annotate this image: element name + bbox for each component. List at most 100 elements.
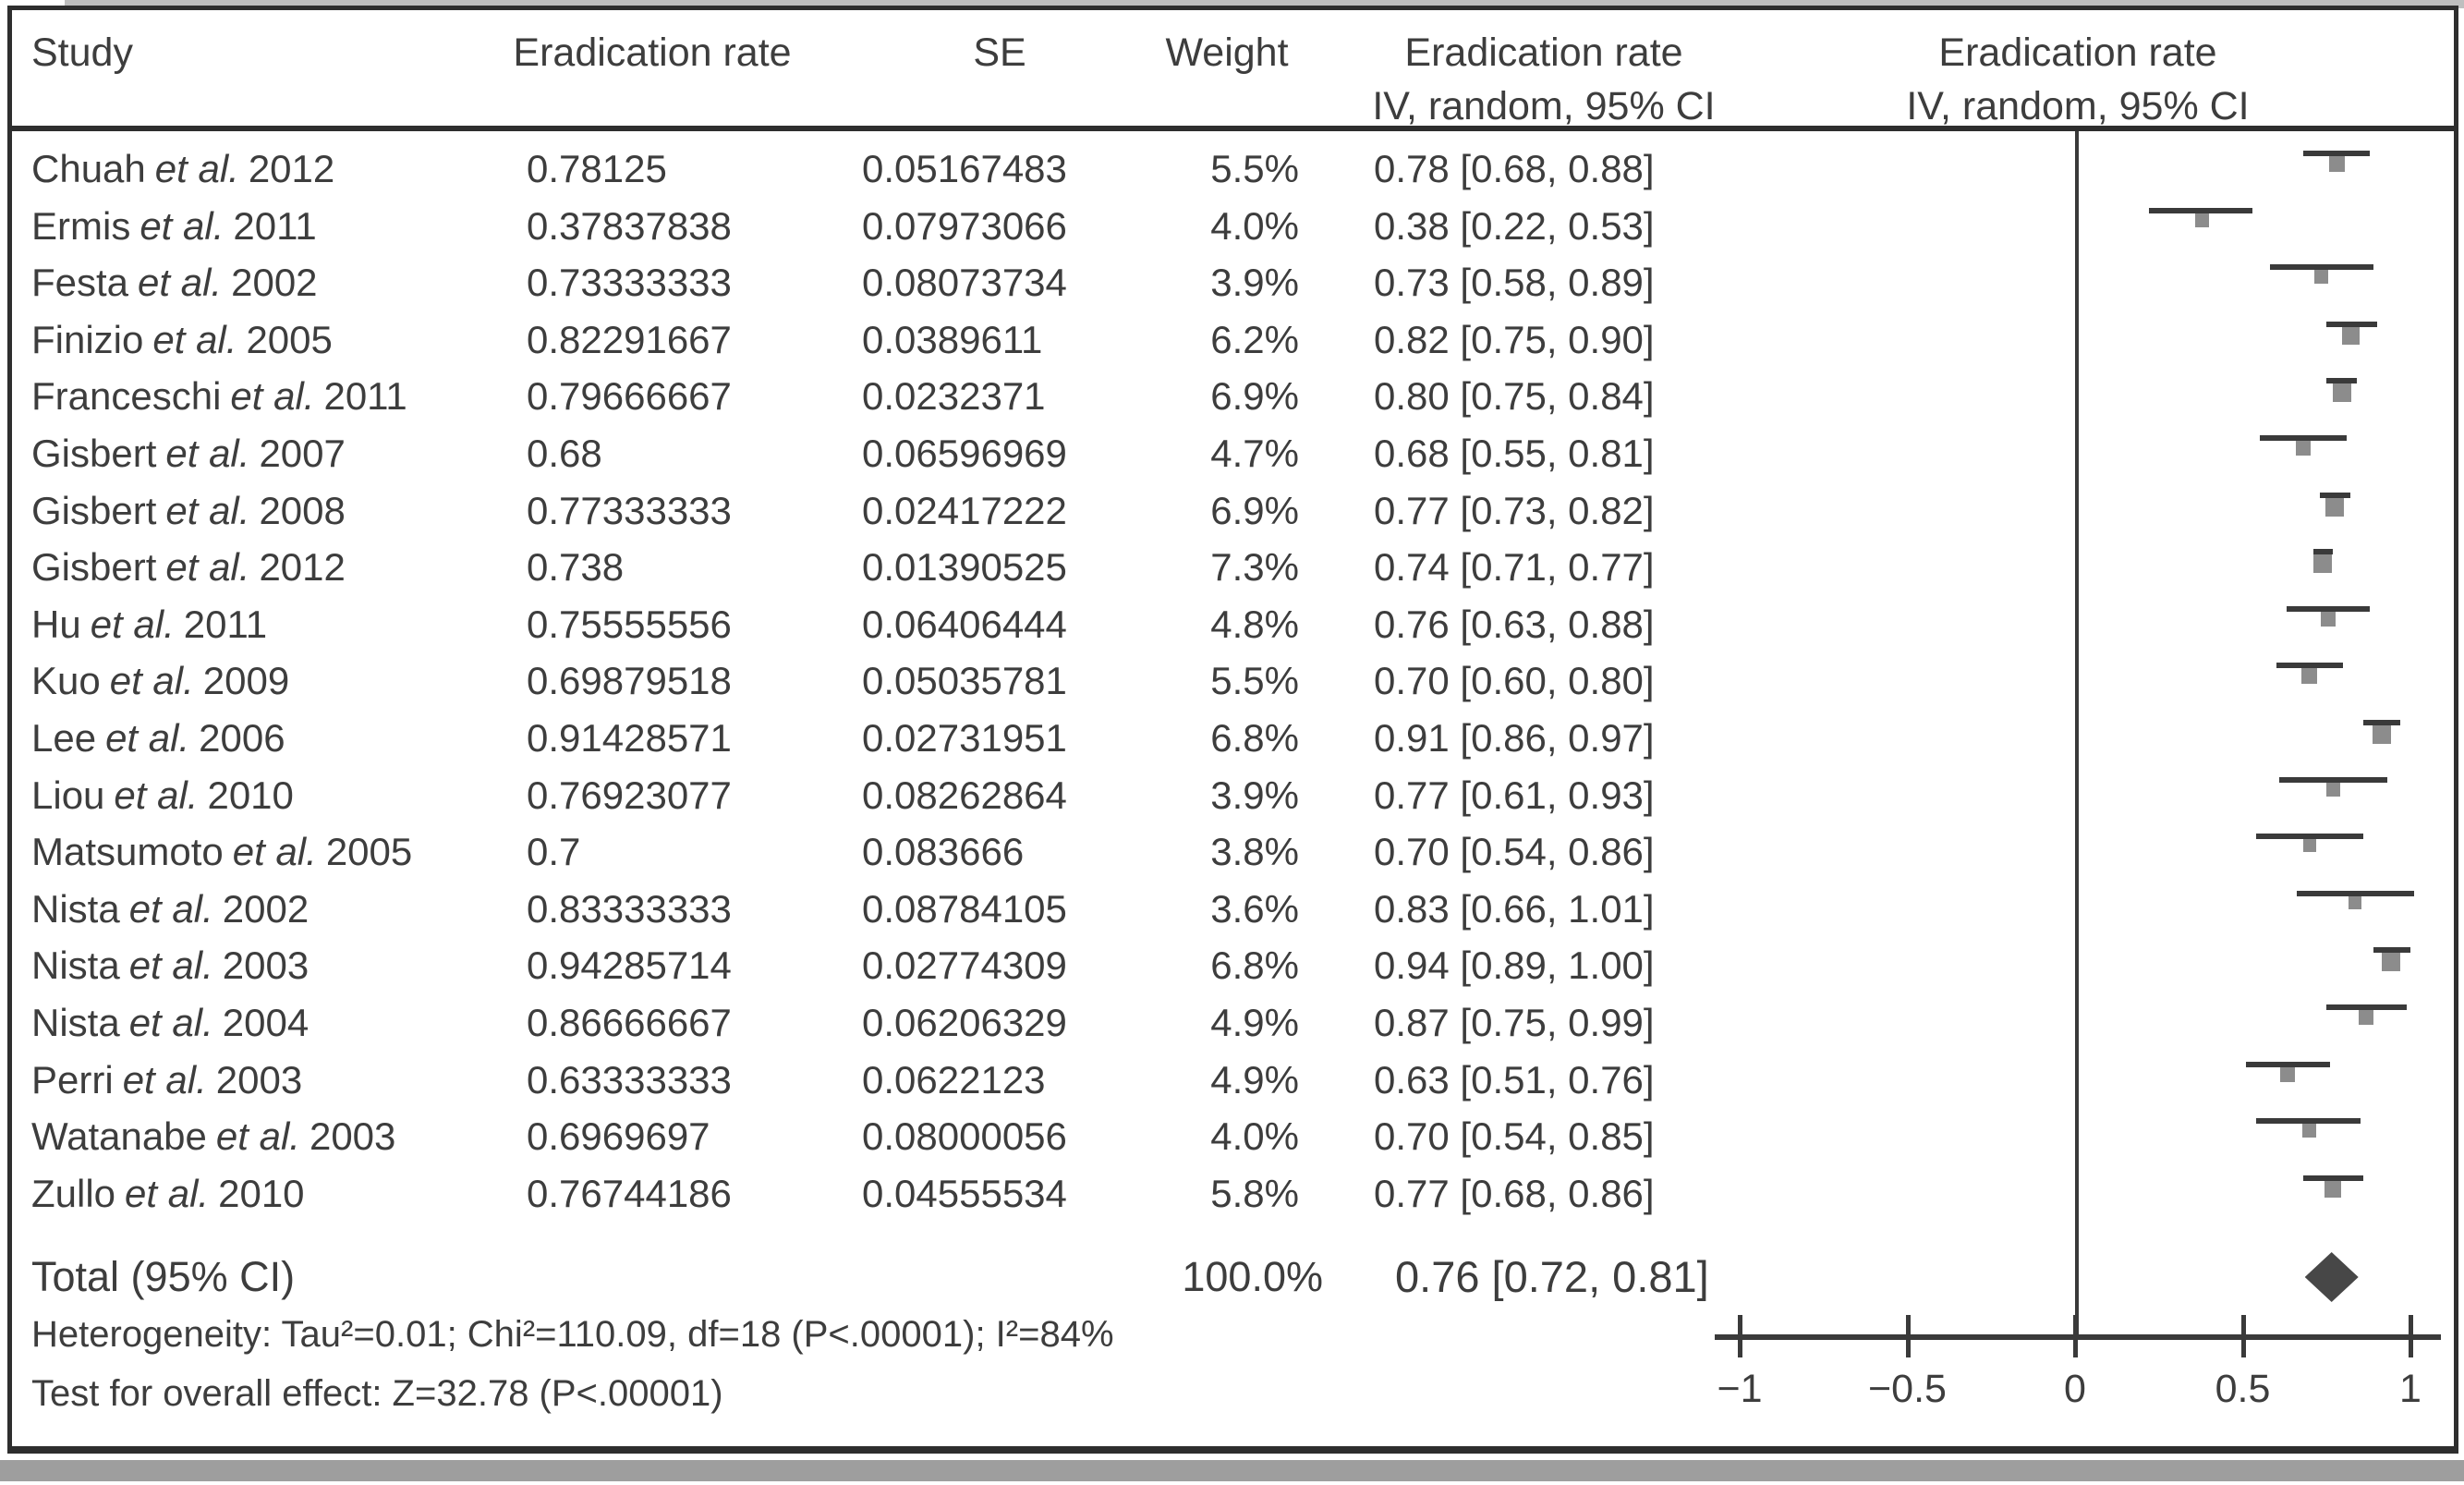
column-header-eradication-rate: Eradication rate	[513, 30, 792, 75]
study-label: Festa et al. 2002	[31, 254, 318, 311]
eradication-rate-value: 0.68	[527, 432, 602, 475]
study-year: 2002	[222, 886, 310, 931]
ci-line	[2269, 264, 2374, 271]
study-point-square	[2313, 270, 2328, 285]
table-row: Matsumoto et al. 2005 0.7 0.083666 3.8% 0.…	[0, 823, 2464, 881]
table-row: Hu et al. 2011 0.75555556 0.06406444 4.8% …	[0, 596, 2464, 653]
total-label: Total (95% CI)	[31, 1253, 296, 1300]
ci-line	[2279, 776, 2387, 783]
study-label: Watanabe et al. 2003	[31, 1108, 395, 1165]
se-value: 0.083666	[862, 830, 1025, 874]
study-et-al: et al.	[114, 773, 199, 817]
weight-value: 5.5%	[1210, 147, 1299, 190]
se-value: 0.08262864	[862, 773, 1067, 817]
eradication-rate-value: 0.91428571	[527, 716, 732, 760]
table-row: Perri et al. 2003 0.63333333 0.0622123 4.9…	[0, 1052, 2464, 1109]
se-value: 0.08073734	[862, 261, 1067, 305]
se-value: 0.01390525	[862, 545, 1067, 590]
plot-header-subtitle: IV, random, 95% CI	[1906, 84, 2250, 128]
study-et-al: et al.	[232, 830, 317, 874]
ci-line	[2256, 834, 2364, 840]
ci-line	[2276, 663, 2344, 669]
study-label: Gisbert et al. 2007	[31, 425, 346, 482]
study-et-al: et al.	[109, 659, 194, 703]
weight-value: 6.9%	[1210, 374, 1299, 419]
se-value: 0.02774309	[862, 943, 1067, 988]
weight-value: 3.9%	[1210, 261, 1299, 305]
x-axis-tick-label: −1	[1717, 1367, 1763, 1411]
total-ci: 0.76 [0.72, 0.81]	[1395, 1252, 1709, 1301]
table-row: Franceschi et al. 2011 0.79666667 0.023237…	[0, 368, 2464, 425]
weight-value: 3.9%	[1210, 773, 1299, 817]
study-et-al: et al.	[165, 545, 250, 590]
study-point-square	[2194, 213, 2209, 227]
eradication-rate-value: 0.82291667	[527, 317, 732, 361]
ci-value: 0.74 [0.71, 0.77]	[1374, 545, 1655, 590]
study-author: Nista	[31, 1001, 120, 1044]
study-point-square	[2333, 383, 2352, 403]
study-year: 2009	[202, 659, 290, 703]
study-et-al: et al.	[125, 1171, 210, 1215]
study-year: 2008	[259, 488, 346, 532]
figure-border	[7, 6, 2458, 1454]
eradication-rate-value: 0.7	[527, 830, 581, 874]
weight-value: 5.5%	[1210, 659, 1299, 703]
ci-value: 0.70 [0.60, 0.80]	[1374, 659, 1655, 703]
study-point-square	[2324, 497, 2344, 517]
weight-value: 4.9%	[1210, 1001, 1299, 1044]
study-et-al: et al.	[215, 1114, 300, 1159]
study-author: Liou	[31, 773, 105, 817]
total-weight: 100.0%	[1182, 1253, 1323, 1300]
weight-value: 7.3%	[1210, 545, 1299, 590]
ci-line	[2286, 605, 2371, 612]
table-row: Festa et al. 2002 0.73333333 0.08073734 3.…	[0, 254, 2464, 311]
study-label: Perri et al. 2003	[31, 1052, 302, 1109]
ci-line	[2326, 378, 2357, 384]
column-header-weight: Weight	[1165, 30, 1289, 75]
x-axis-tick	[1905, 1315, 1911, 1357]
study-author: Nista	[31, 886, 120, 931]
study-label: Finizio et al. 2005	[31, 311, 333, 369]
ci-value: 0.77 [0.73, 0.82]	[1374, 488, 1655, 532]
study-author: Festa	[31, 261, 129, 305]
study-et-al: et al.	[230, 374, 315, 419]
table-row: Nista et al. 2004 0.86666667 0.06206329 4.…	[0, 994, 2464, 1052]
study-et-al: et al.	[128, 886, 213, 931]
study-author: Ermis	[31, 203, 131, 248]
se-value: 0.08000056	[862, 1114, 1067, 1159]
x-axis-tick-label: 0.5	[2215, 1367, 2271, 1411]
study-author: Gisbert	[31, 488, 157, 532]
eradication-rate-value: 0.69879518	[527, 659, 732, 703]
table-row: Watanabe et al. 2003 0.6969697 0.08000056 …	[0, 1108, 2464, 1165]
study-point-square	[2358, 1010, 2373, 1025]
study-year: 2011	[323, 374, 407, 419]
x-axis-tick-label: 1	[2399, 1367, 2422, 1411]
ci-line	[2326, 1004, 2408, 1010]
study-point-square	[2372, 725, 2391, 744]
study-label: Nista et al. 2003	[31, 937, 309, 994]
study-year: 2011	[183, 602, 268, 646]
table-row: Ermis et al. 2011 0.37837838 0.07973066 4.…	[0, 198, 2464, 255]
weight-value: 4.7%	[1210, 432, 1299, 475]
se-value: 0.0622123	[862, 1057, 1046, 1102]
eradication-rate-value: 0.94285714	[527, 943, 732, 988]
study-point-square	[2329, 156, 2346, 172]
ci-line	[2326, 321, 2377, 327]
x-axis-tick	[1738, 1315, 1742, 1357]
study-point-square	[2325, 782, 2340, 797]
study-label: Nista et al. 2002	[31, 881, 309, 938]
x-axis-tick	[2240, 1315, 2246, 1357]
se-value: 0.02417222	[862, 488, 1067, 532]
se-value: 0.05035781	[862, 659, 1067, 703]
study-label: Matsumoto et al. 2005	[31, 823, 412, 881]
plot-header-title: Eradication rate	[1938, 30, 2217, 75]
study-author: Gisbert	[31, 432, 157, 475]
ci-value: 0.87 [0.75, 0.99]	[1374, 1001, 1655, 1044]
ci-line	[2296, 890, 2414, 896]
column-header-se: SE	[973, 30, 1026, 75]
study-year: 2010	[218, 1171, 305, 1215]
study-year: 2005	[325, 830, 413, 874]
x-axis-tick-label: 0	[2064, 1367, 2086, 1411]
study-point-square	[2279, 1066, 2295, 1082]
study-year: 2012	[248, 147, 335, 190]
